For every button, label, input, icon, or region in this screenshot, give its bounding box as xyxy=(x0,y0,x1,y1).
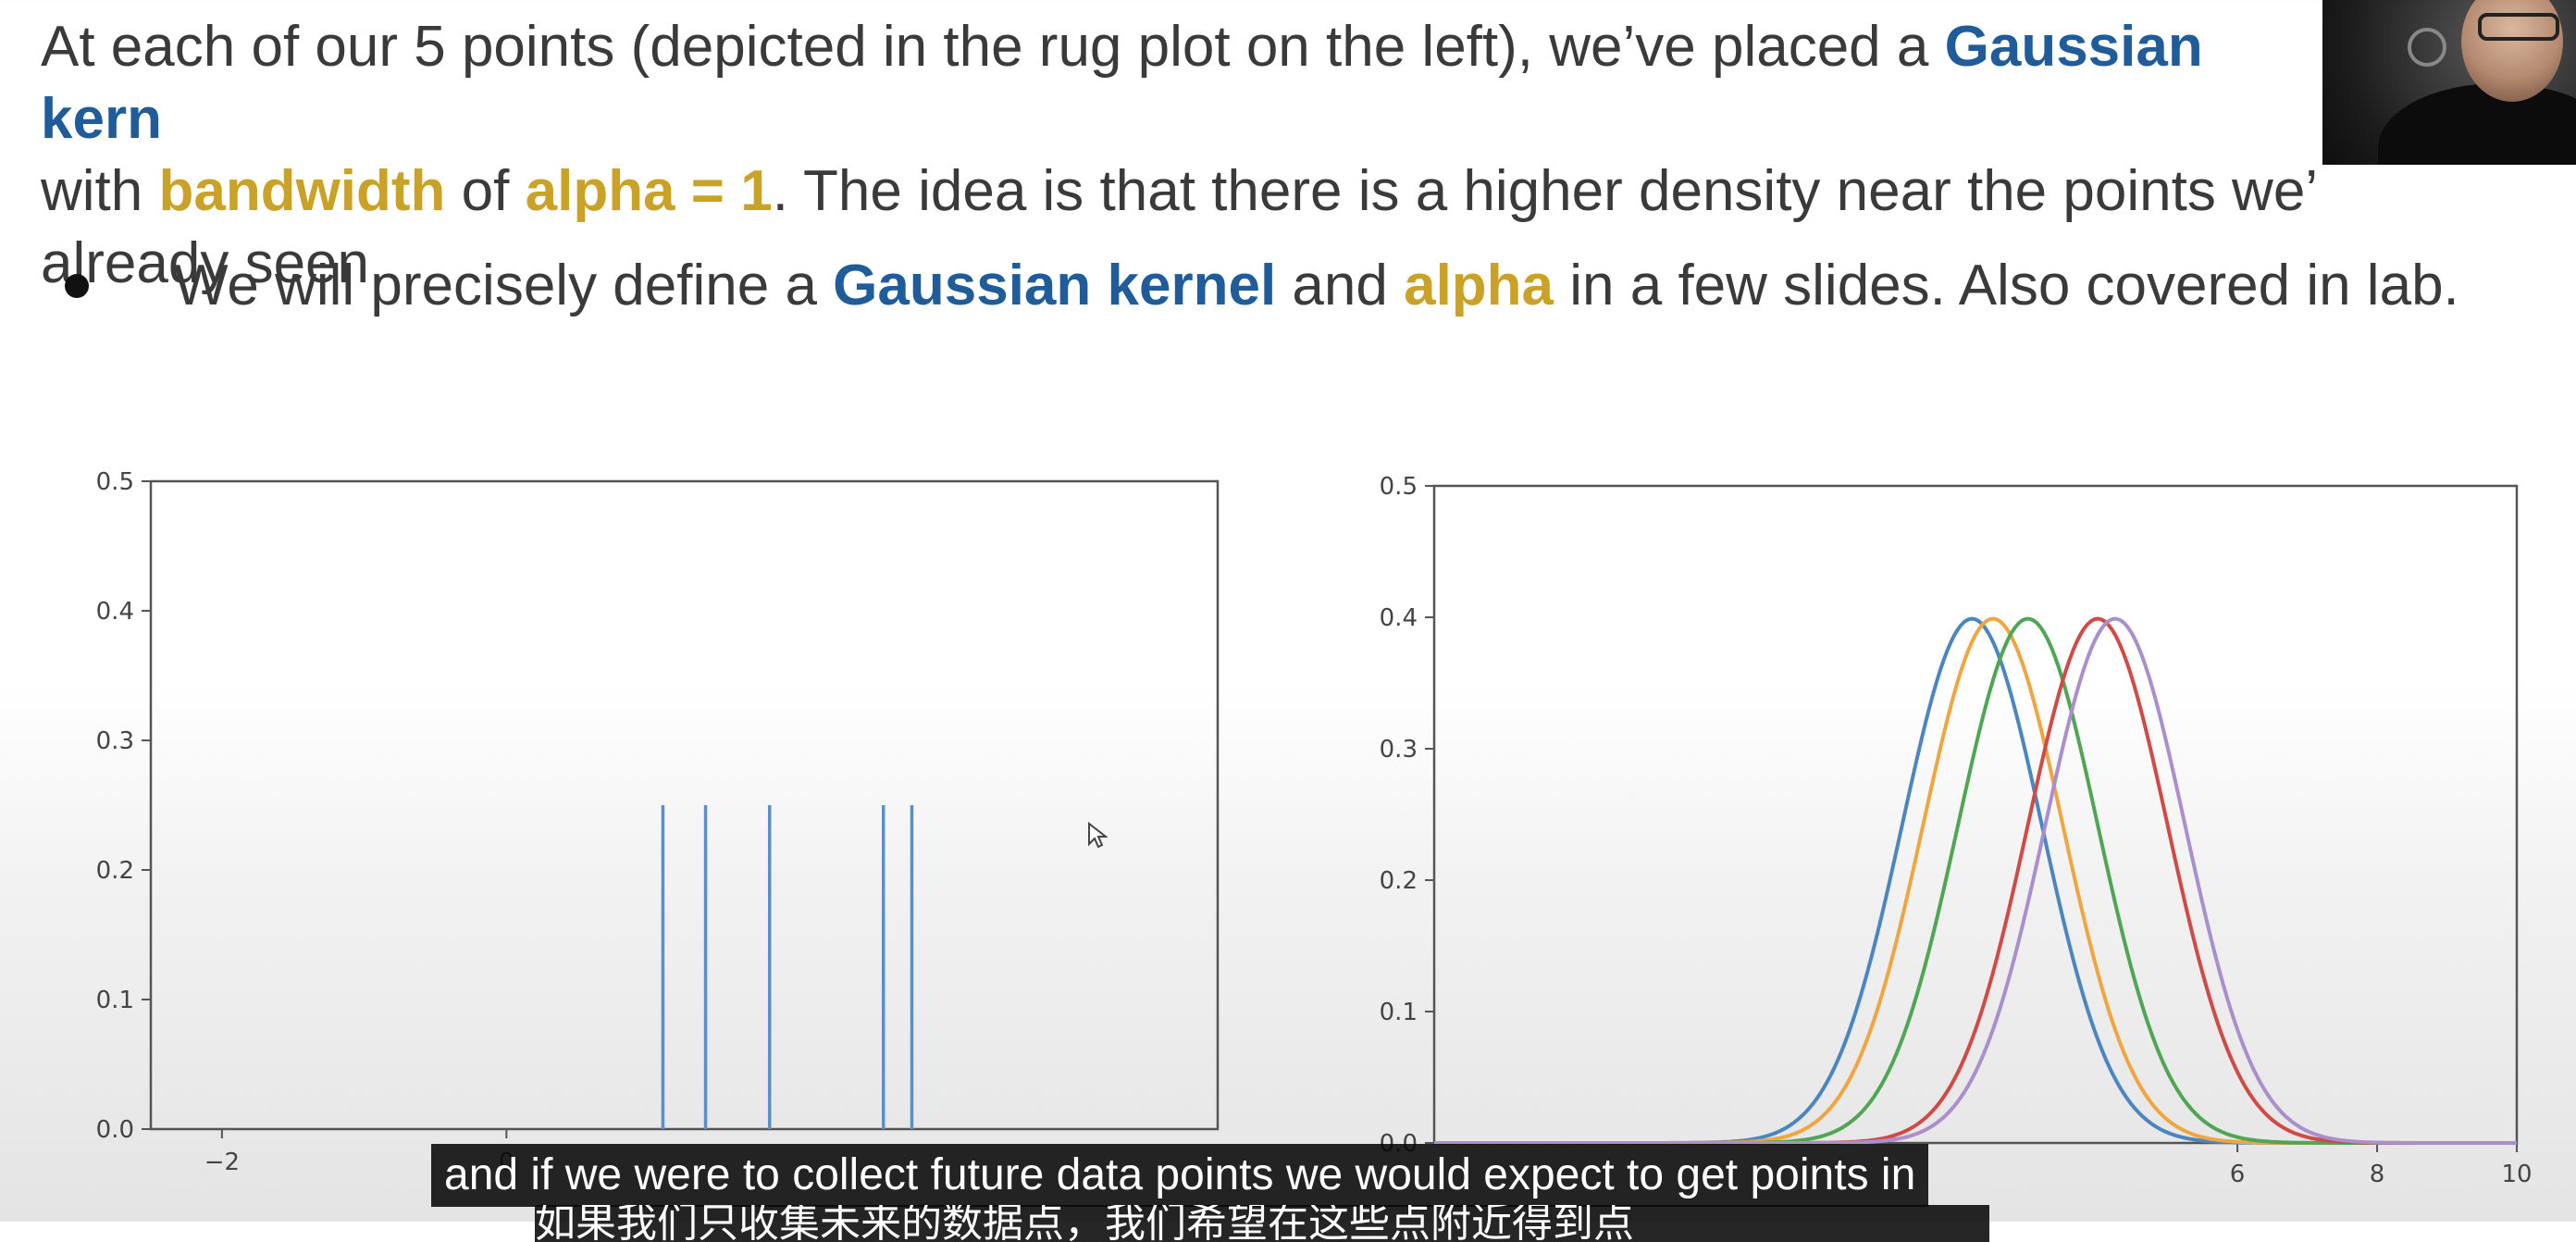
x-tick-label: 10 xyxy=(2501,1161,2532,1185)
para-text-1: At each of our 5 points (depicted in the… xyxy=(41,15,1945,79)
para-text-5: already seen. xyxy=(41,231,386,295)
presenter-webcam-icon xyxy=(2322,0,2576,165)
para-text-4: . The idea is that there is a higher den… xyxy=(772,159,2319,223)
bullet-dot-icon xyxy=(65,273,89,298)
para-text-2: with xyxy=(41,159,159,223)
gaussian-kernel-term-bullet: Gaussian kernel xyxy=(833,254,1277,317)
kernel-curve xyxy=(1434,616,2517,1145)
presenter-glasses-shape xyxy=(2478,13,2559,41)
presenter-body-shape xyxy=(2378,83,2576,165)
kernel-curve xyxy=(1434,616,2517,1145)
y-tick-label: 0.5 xyxy=(1380,473,1418,501)
kernel-curve xyxy=(1434,616,2517,1145)
bandwidth-term: bandwidth xyxy=(158,159,446,223)
y-tick-label: 0.1 xyxy=(96,987,134,1014)
subtitle-line-1: and if we were to collect future data po… xyxy=(431,1144,1929,1207)
rug-plot: 0.00.10.20.30.40.5−20 xyxy=(96,468,1220,1176)
y-tick-label: 0.3 xyxy=(96,727,134,755)
x-tick-label: 8 xyxy=(2370,1161,2385,1185)
y-tick-label: 0.0 xyxy=(96,1116,134,1144)
para-text-3: of xyxy=(445,159,526,223)
y-tick-label: 0.3 xyxy=(1380,736,1418,764)
alpha-term-bullet: alpha xyxy=(1404,254,1554,317)
y-tick-label: 0.2 xyxy=(1380,867,1418,895)
x-tick-label: 6 xyxy=(2230,1161,2246,1185)
mouse-pointer-icon xyxy=(1088,822,1108,849)
alpha-value-term: alpha = 1 xyxy=(525,159,773,223)
y-tick-label: 0.1 xyxy=(1380,999,1418,1026)
bullet-text-2: and xyxy=(1276,254,1405,317)
lamp-shape xyxy=(2408,28,2446,67)
kernel-curve xyxy=(1434,616,2517,1145)
y-tick-label: 0.2 xyxy=(96,857,134,885)
kernel-plot-frame xyxy=(1432,484,2519,1145)
y-tick-label: 0.4 xyxy=(96,598,134,626)
gaussian-kernel-term: Gaussian kern xyxy=(41,15,2203,151)
bullet-point: We will precisely define a Gaussian kern… xyxy=(65,250,2459,322)
y-tick-label: 0.4 xyxy=(1380,604,1418,632)
slide-paragraph: At each of our 5 points (depicted in the… xyxy=(41,11,2335,300)
y-tick-label: 0.5 xyxy=(96,468,134,496)
kernel-curve xyxy=(1434,616,2517,1145)
bullet-text-1: We will precisely define a xyxy=(174,254,834,317)
x-tick-label: −2 xyxy=(204,1149,240,1176)
rug-plot-frame xyxy=(149,479,1220,1131)
bullet-text-3: in a few slides. Also covered in lab. xyxy=(1554,254,2459,317)
subtitle-line-2: 如果我们只收集未来的数据点，我们希望在这些点附近得到点 xyxy=(535,1205,1989,1242)
